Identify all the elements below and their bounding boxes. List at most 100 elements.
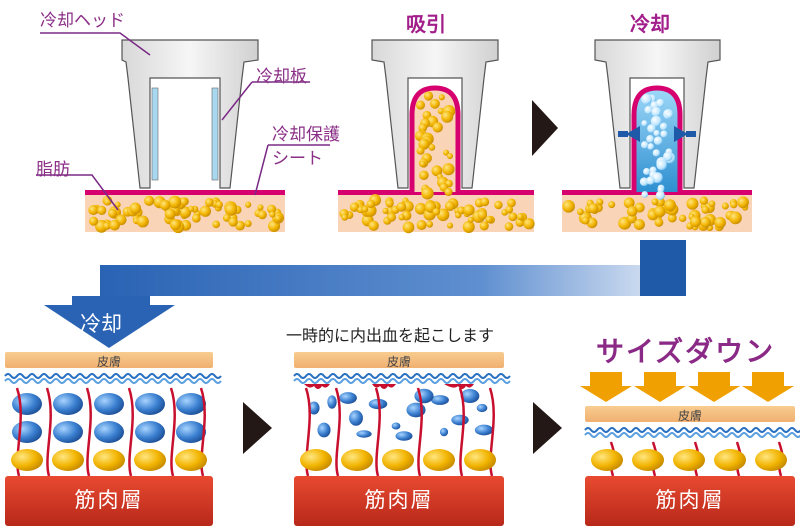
fat-cell	[479, 221, 489, 231]
fat-cell	[114, 201, 121, 208]
fat-cell	[103, 198, 112, 206]
fat-cell	[623, 197, 635, 209]
fat-cell	[729, 211, 742, 225]
fat-cell	[212, 220, 220, 229]
fat-cell	[366, 199, 375, 209]
fat-cell	[474, 424, 494, 436]
device-panel-1	[85, 39, 285, 234]
fat-cell	[423, 449, 455, 471]
bleeding-mark	[444, 384, 474, 389]
fat-cell	[654, 217, 664, 227]
fat-cell	[228, 217, 238, 227]
fat-cell	[494, 200, 503, 210]
cooled-fat-cell	[660, 130, 668, 138]
fat-cell	[349, 202, 360, 212]
cooled-fat-cell	[644, 105, 653, 114]
fat-cell	[308, 401, 320, 415]
fat-cell	[444, 200, 455, 212]
fat-cell	[224, 203, 238, 216]
fat-cell	[505, 205, 514, 214]
fat-cell	[457, 206, 466, 215]
fat-cell	[737, 196, 749, 209]
fat-cell	[94, 393, 124, 415]
blood-vessel	[334, 387, 341, 477]
fat-cell	[714, 216, 726, 229]
fat-cell	[523, 218, 535, 230]
cooled-fat-cell	[653, 130, 660, 137]
fat-cell	[169, 219, 181, 231]
fat-cell	[317, 422, 331, 438]
fat-cell	[451, 414, 469, 426]
fat-cell	[419, 160, 426, 168]
fat-cell	[462, 220, 475, 233]
fat-cell	[129, 202, 142, 215]
fat-cell	[274, 214, 282, 222]
blood-vessel	[85, 387, 92, 477]
fat-cell	[476, 403, 488, 413]
cooled-fat-cell	[655, 190, 665, 200]
fat-cell	[626, 206, 638, 217]
cooled-fat-cell	[647, 124, 656, 133]
fat-cell	[699, 216, 711, 228]
fat-cell	[428, 144, 436, 151]
fat-cell	[562, 200, 575, 213]
fat-cell	[222, 213, 231, 222]
blood-vessel	[169, 387, 176, 477]
fat-cell	[361, 205, 369, 213]
fat-cell	[416, 146, 425, 155]
step-arrow-bottom-2	[533, 402, 562, 454]
muscle-layer	[294, 476, 504, 526]
bleeding-mark	[372, 384, 396, 389]
fat-cell	[439, 427, 449, 437]
fat-cell	[88, 205, 99, 216]
muscle-label-2: 筋肉層	[364, 488, 434, 512]
fat-cell	[176, 421, 206, 443]
fat-cell	[414, 388, 434, 404]
fat-cell	[689, 216, 702, 228]
bottom-panel-bleeding	[293, 352, 511, 526]
fat-cell	[53, 421, 83, 443]
fat-cell	[587, 203, 599, 214]
fat-cell	[204, 198, 214, 207]
muscle-layer	[5, 476, 213, 526]
fat-cell	[135, 393, 165, 415]
step-arrow-top	[532, 100, 558, 156]
fat-cell	[426, 220, 434, 228]
fat-cell	[633, 218, 645, 231]
fat-cell	[431, 395, 449, 405]
step-arrow-bottom-1	[243, 402, 272, 454]
fat-cell	[159, 199, 171, 211]
fat-cell	[432, 122, 443, 133]
skin-layer	[5, 352, 213, 368]
fat-cell	[730, 201, 738, 209]
fat-cell	[708, 200, 716, 208]
skin-label-2: 皮膚	[386, 355, 411, 369]
fat-cell	[349, 410, 363, 426]
cooled-fat-cell	[652, 149, 661, 157]
fat-cell	[463, 204, 475, 216]
fat-cell	[441, 110, 454, 123]
protective-sheet-label-1: 冷却保護	[272, 125, 340, 145]
fat-cell	[664, 199, 676, 212]
cooled-fat-cell	[656, 98, 665, 108]
blood-vessel	[127, 387, 134, 477]
fat-cell	[135, 421, 165, 443]
skin-wave	[4, 378, 222, 384]
cooled-fat-cell	[641, 120, 648, 127]
cooling-down-arrow	[44, 305, 175, 348]
fat-cell	[686, 197, 699, 210]
fat-cell	[53, 393, 83, 415]
fat-cell	[52, 449, 84, 471]
cooled-fat-cell	[643, 167, 651, 176]
fat-cell	[109, 219, 120, 231]
muscle-label-1: 筋肉層	[74, 488, 144, 512]
fat-cell	[108, 208, 117, 218]
cooled-fat-cell	[659, 122, 668, 131]
fat-cell	[341, 449, 373, 471]
fat-cell	[444, 187, 453, 197]
blood-vessel	[458, 387, 465, 477]
fat-cell	[421, 187, 434, 200]
fat-cell	[168, 195, 182, 209]
blood-vessel	[374, 387, 381, 477]
fat-cell	[385, 199, 394, 208]
